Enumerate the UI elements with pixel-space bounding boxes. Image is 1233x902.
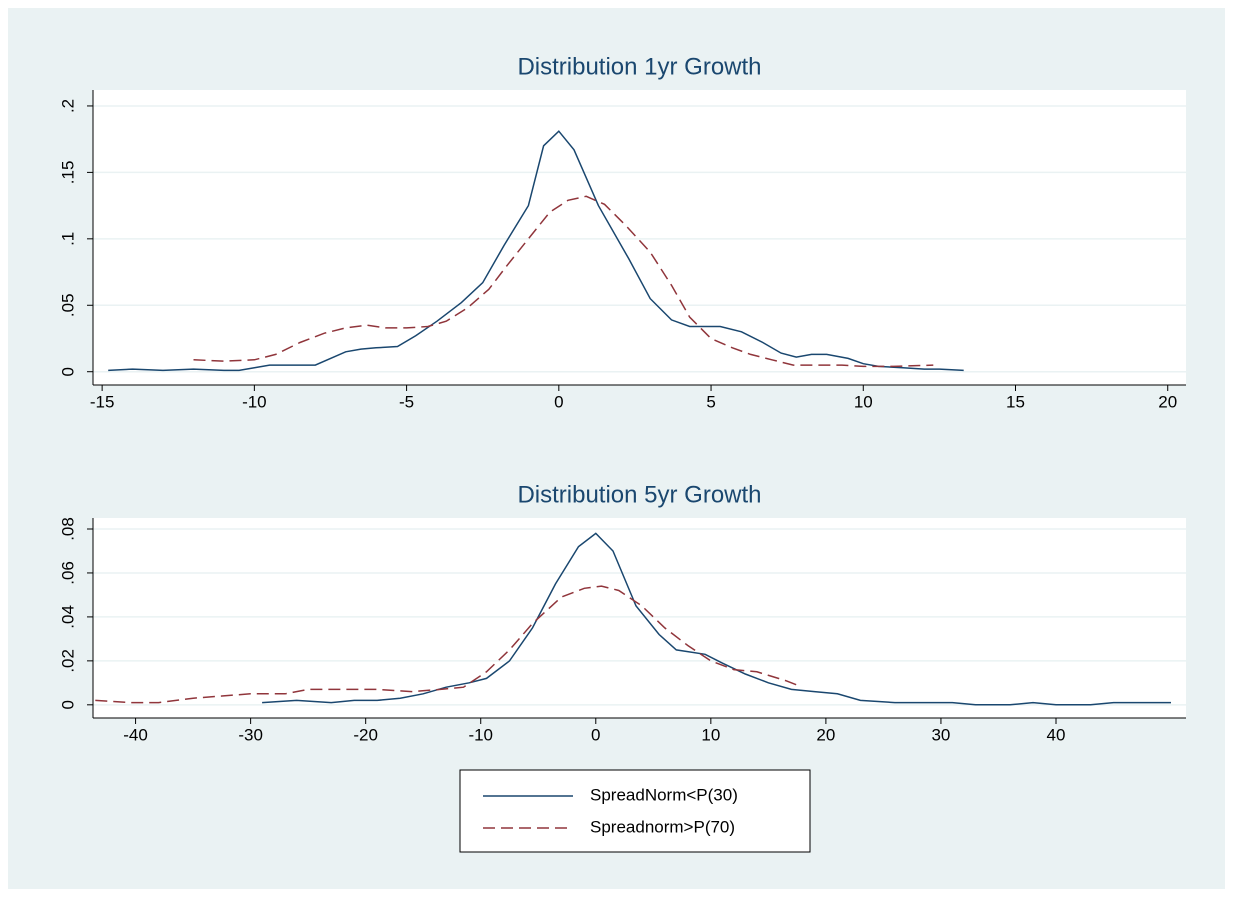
x-tick-label: -10 [242,392,267,411]
chart-title: Distribution 5yr Growth [517,481,761,508]
x-tick-label: 20 [816,725,835,744]
x-tick-label: 40 [1047,725,1066,744]
y-tick-label: .02 [58,649,77,673]
x-tick-label: -40 [123,725,148,744]
y-tick-label: .04 [58,605,77,629]
legend-box [459,769,811,853]
x-tick-label: -10 [468,725,493,744]
x-tick-label: 5 [706,392,715,411]
x-tick-label: 0 [554,392,563,411]
x-tick-label: 30 [931,725,950,744]
x-tick-label: 20 [1158,392,1177,411]
x-tick-label: 0 [591,725,600,744]
y-tick-label: .1 [58,232,77,246]
x-tick-label: 10 [701,725,720,744]
plot-area [93,518,1186,718]
x-tick-label: 10 [854,392,873,411]
line-series [193,195,934,368]
x-tick-label: -15 [90,392,115,411]
x-tick-label: 15 [1006,392,1025,411]
y-tick-label: 0 [58,367,77,376]
line-series [108,130,964,372]
line-series [262,532,1171,706]
y-tick-label: 0 [58,700,77,709]
x-tick-label: -20 [353,725,378,744]
legend-label: Spreadnorm>P(70) [590,817,735,836]
y-tick-label: .06 [58,561,77,585]
y-tick-label: .2 [58,99,77,113]
y-tick-label: .08 [58,517,77,541]
x-tick-label: -5 [399,392,414,411]
plot-area [93,90,1186,385]
chart-title: Distribution 1yr Growth [517,53,761,80]
y-tick-label: .15 [58,161,77,185]
y-tick-label: .05 [58,293,77,317]
x-tick-label: -30 [238,725,263,744]
legend-label: SpreadNorm<P(30) [590,785,738,804]
